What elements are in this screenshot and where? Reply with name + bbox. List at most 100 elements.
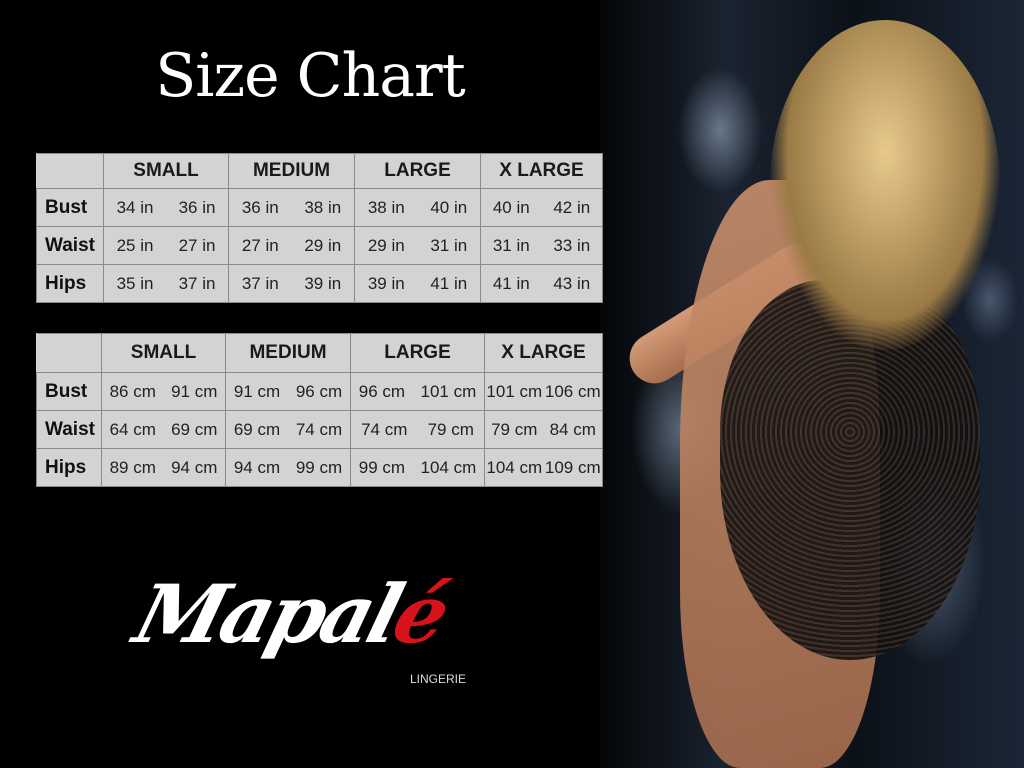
measurement-label: Hips: [36, 264, 104, 303]
size-header: LARGE: [350, 333, 485, 373]
size-range-cell: 69 cm 74 cm: [225, 410, 351, 449]
min-value: 64 cm: [109, 419, 156, 439]
model-photo-hair: [770, 20, 1000, 350]
size-header: MEDIUM: [228, 153, 355, 189]
size-header: SMALL: [101, 333, 226, 373]
min-value: 96 cm: [358, 381, 406, 401]
max-value: 31 in: [430, 235, 468, 255]
table-row: Bust 34 in 36 in 36 in 38 in 38 in 40 in 40 in 4…: [36, 188, 603, 227]
min-value: 91 cm: [233, 381, 281, 401]
measurement-label: Bust: [36, 372, 102, 411]
max-value: 37 in: [178, 273, 216, 293]
max-value: 99 cm: [295, 457, 343, 477]
size-range-cell: 86 cm 91 cm: [101, 372, 226, 411]
max-value: 104 cm: [420, 457, 477, 477]
min-value: 40 in: [492, 197, 530, 217]
max-value: 101 cm: [420, 381, 477, 401]
min-value: 31 in: [492, 235, 530, 255]
max-value: 27 in: [178, 235, 216, 255]
logo-subtitle: LINGERIE: [410, 672, 467, 686]
max-value: 79 cm: [427, 419, 474, 439]
max-value: 41 in: [430, 273, 468, 293]
max-value: 106 cm: [544, 381, 601, 401]
max-value: 38 in: [304, 197, 342, 217]
min-value: 74 cm: [361, 419, 408, 439]
size-range-cell: 96 cm 101 cm: [350, 372, 485, 411]
table-row: Waist 64 cm 69 cm 69 cm 74 cm 74 cm 79 cm 79 cm…: [36, 410, 603, 449]
size-table-inches: SMALL MEDIUM LARGE X LARGE Bust 34 in 36 i…: [36, 153, 603, 303]
size-range-cell: 89 cm 94 cm: [101, 448, 226, 487]
size-range-cell: 79 cm 84 cm: [484, 410, 603, 449]
table-row: Hips 89 cm 94 cm 94 cm 99 cm 99 cm 104 cm 104 c…: [36, 448, 603, 487]
measurement-label: Waist: [36, 226, 104, 265]
max-value: 74 cm: [295, 419, 343, 439]
size-range-cell: 27 in 29 in: [228, 226, 355, 265]
max-value: 96 cm: [295, 381, 343, 401]
max-value: 109 cm: [544, 457, 601, 477]
min-value: 34 in: [116, 197, 154, 217]
table-header-row: SMALL MEDIUM LARGE X LARGE: [36, 333, 603, 373]
mapale-logo: Mapalé LINGERIE: [125, 567, 467, 686]
size-range-cell: 91 cm 96 cm: [225, 372, 351, 411]
model-photo-bodysuit: [720, 280, 980, 660]
size-range-cell: 101 cm 106 cm: [484, 372, 603, 411]
min-value: 101 cm: [486, 381, 543, 401]
table-row: Bust 86 cm 91 cm 91 cm 96 cm 96 cm 101 cm 101 c…: [36, 372, 603, 411]
min-value: 94 cm: [233, 457, 281, 477]
min-value: 37 in: [241, 273, 279, 293]
max-value: 69 cm: [171, 419, 218, 439]
min-value: 36 in: [241, 197, 279, 217]
table-row: Hips 35 in 37 in 37 in 39 in 39 in 41 in 41 in 4…: [36, 264, 603, 303]
size-range-cell: 40 in 42 in: [480, 188, 603, 227]
measurement-label: Bust: [36, 188, 104, 227]
min-value: 29 in: [367, 235, 405, 255]
size-range-cell: 34 in 36 in: [103, 188, 229, 227]
page-title: Size Chart: [155, 41, 466, 111]
min-value: 38 in: [367, 197, 405, 217]
size-range-cell: 39 in 41 in: [354, 264, 481, 303]
size-table-cm: SMALL MEDIUM LARGE X LARGE Bust 86 cm 91 c…: [36, 333, 603, 487]
min-value: 86 cm: [109, 381, 156, 401]
size-range-cell: 74 cm 79 cm: [350, 410, 485, 449]
min-value: 25 in: [116, 235, 154, 255]
max-value: 91 cm: [171, 381, 218, 401]
max-value: 39 in: [304, 273, 342, 293]
min-value: 104 cm: [486, 457, 543, 477]
size-range-cell: 94 cm 99 cm: [225, 448, 351, 487]
max-value: 42 in: [553, 197, 591, 217]
size-range-cell: 36 in 38 in: [228, 188, 355, 227]
size-range-cell: 29 in 31 in: [354, 226, 481, 265]
min-value: 35 in: [116, 273, 154, 293]
size-range-cell: 64 cm 69 cm: [101, 410, 226, 449]
min-value: 79 cm: [491, 419, 538, 439]
max-value: 40 in: [430, 197, 468, 217]
min-value: 41 in: [492, 273, 530, 293]
size-header: X LARGE: [480, 153, 603, 189]
measurement-label: Waist: [36, 410, 102, 449]
size-header: LARGE: [354, 153, 481, 189]
min-value: 27 in: [241, 235, 279, 255]
size-range-cell: 31 in 33 in: [480, 226, 603, 265]
size-header: MEDIUM: [225, 333, 351, 373]
table-row: Waist 25 in 27 in 27 in 29 in 29 in 31 in 31 in…: [36, 226, 603, 265]
max-value: 29 in: [304, 235, 342, 255]
max-value: 36 in: [178, 197, 216, 217]
size-range-cell: 104 cm 109 cm: [484, 448, 603, 487]
measurement-label: Hips: [36, 448, 102, 487]
max-value: 94 cm: [171, 457, 218, 477]
size-range-cell: 41 in 43 in: [480, 264, 603, 303]
size-header: X LARGE: [484, 333, 603, 373]
size-range-cell: 37 in 39 in: [228, 264, 355, 303]
max-value: 43 in: [553, 273, 591, 293]
size-range-cell: 99 cm 104 cm: [350, 448, 485, 487]
min-value: 39 in: [367, 273, 405, 293]
table-header-row: SMALL MEDIUM LARGE X LARGE: [36, 153, 603, 189]
size-range-cell: 35 in 37 in: [103, 264, 229, 303]
max-value: 33 in: [553, 235, 591, 255]
size-range-cell: 25 in 27 in: [103, 226, 229, 265]
min-value: 99 cm: [358, 457, 406, 477]
size-header: SMALL: [103, 153, 229, 189]
max-value: 84 cm: [549, 419, 596, 439]
min-value: 69 cm: [233, 419, 281, 439]
size-range-cell: 38 in 40 in: [354, 188, 481, 227]
